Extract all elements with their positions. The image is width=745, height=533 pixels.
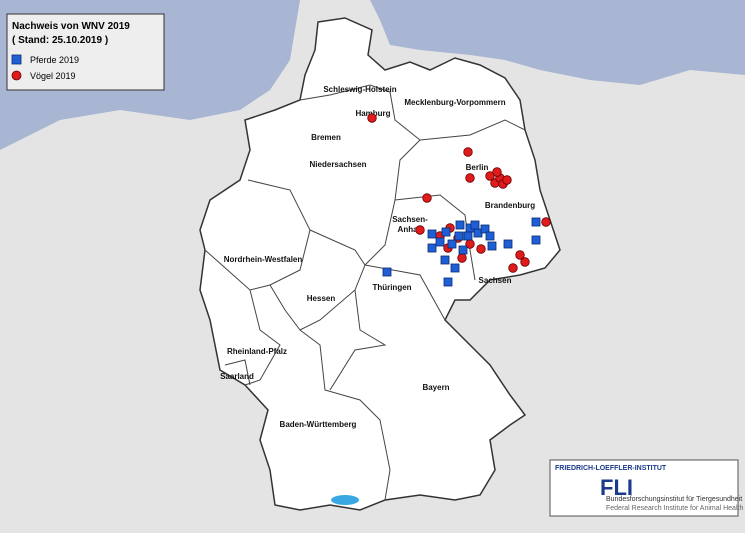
bird-case [415, 225, 425, 235]
state-label: Sachsen [479, 276, 512, 285]
state-label: Sachsen- [392, 215, 428, 224]
bird-case [367, 113, 377, 123]
horse-case [487, 241, 497, 251]
horse-case [382, 267, 392, 277]
bird-case [476, 244, 486, 254]
legend: Nachweis von WNV 2019 ( Stand: 25.10.201… [6, 13, 165, 91]
horse-case [458, 245, 468, 255]
horse-case [463, 231, 473, 241]
horse-case [450, 263, 460, 273]
state-label: Thüringen [372, 283, 411, 292]
state-label: Bremen [311, 133, 341, 142]
bird-case [492, 167, 502, 177]
horse-case [441, 227, 451, 237]
legend-swatch [11, 70, 22, 81]
state-label: Bayern [422, 383, 449, 392]
bird-case [508, 263, 518, 273]
horse-case [427, 243, 437, 253]
horse-case [470, 220, 480, 230]
state-label: Berlin [466, 163, 489, 172]
bird-case [457, 253, 467, 263]
state-label: Baden-Württemberg [280, 420, 357, 429]
bird-case [485, 171, 495, 181]
horse-case [480, 224, 490, 234]
markers [367, 113, 551, 287]
state-label: Niedersachsen [310, 160, 367, 169]
legend-box [6, 13, 165, 91]
legend-label: Pferde 2019 [30, 55, 79, 65]
state-label: Nordrhein-Westfalen [224, 255, 303, 264]
state-label: Rheinland-Pfalz [227, 347, 287, 356]
logo-institute: FRIEDRICH-LOEFFLER-INSTITUT [555, 465, 667, 472]
logo-box [549, 459, 739, 517]
logo-line: Federal Research Institute for Animal He… [606, 505, 743, 512]
state-label: Schleswig-Holstein [323, 85, 396, 94]
bird-case [541, 217, 551, 227]
bird-case [422, 193, 432, 203]
state-label: Anhalt [398, 225, 423, 234]
horse-case [485, 231, 495, 241]
bird-case [502, 175, 512, 185]
legend-swatch [11, 54, 22, 65]
horse-case [427, 229, 437, 239]
bird-case [463, 147, 473, 157]
legend-subtitle: ( Stand: 25.10.2019 ) [12, 35, 108, 46]
lake [331, 495, 359, 505]
state-label: Mecklenburg-Vorpommern [404, 98, 505, 107]
bird-case [515, 250, 525, 260]
bird-case [520, 257, 530, 267]
horse-case [531, 217, 541, 227]
state-label: Brandenburg [485, 201, 535, 210]
logo-mark: FLI [600, 475, 633, 500]
horse-case [440, 255, 450, 265]
state-label: Saarland [220, 372, 254, 381]
germany [199, 17, 561, 511]
horse-case [443, 277, 453, 287]
horse-case [531, 235, 541, 245]
logo: FRIEDRICH-LOEFFLER-INSTITUT FLI Bundesfo… [549, 459, 743, 517]
bird-case [465, 173, 475, 183]
horse-case [447, 239, 457, 249]
horse-case [455, 220, 465, 230]
legend-title: Nachweis von WNV 2019 [12, 21, 130, 32]
state-label: Hessen [307, 294, 336, 303]
horse-case [435, 237, 445, 247]
legend-label: Vögel 2019 [30, 71, 76, 81]
sea-baltic [0, 0, 745, 85]
logo-line: Bundesforschungsinstitut für Tiergesundh… [606, 496, 742, 503]
horse-case [503, 239, 513, 249]
horse-case [454, 231, 464, 241]
